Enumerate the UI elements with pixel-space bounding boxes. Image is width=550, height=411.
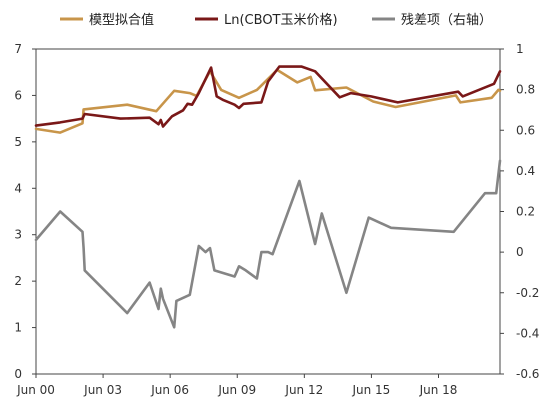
right-tick-label: -0.6 <box>516 367 539 381</box>
left-tick-label: 1 <box>14 321 22 335</box>
left-tick-label: 2 <box>14 274 22 288</box>
x-tick-label: Jun 15 <box>351 383 390 397</box>
right-axis: -0.6 -0.4 -0.2 0 0.2 0.4 0.6 0.8 1 <box>500 42 539 381</box>
left-tick-label: 6 <box>14 88 22 102</box>
left-tick-label: 0 <box>14 367 22 381</box>
x-tick-label: Jun 18 <box>419 383 458 397</box>
legend-label-fitted: 模型拟合值 <box>89 12 154 28</box>
left-tick-label: 4 <box>14 181 22 195</box>
legend-label-residual: 残差项（右轴） <box>401 13 492 28</box>
right-tick-label: 0.6 <box>516 123 535 137</box>
x-tick-label: Jun 00 <box>16 383 55 397</box>
series-layer <box>34 65 502 329</box>
right-tick-label: 0.2 <box>516 205 535 219</box>
left-tick-label: 5 <box>14 135 22 149</box>
legend: 模型拟合值 Ln(CBOT玉米价格) 残差项（右轴） <box>60 12 492 28</box>
series-fitted-line <box>34 68 502 134</box>
x-tick-label: Jun 09 <box>217 383 256 397</box>
x-tick-label: Jun 03 <box>83 383 122 397</box>
right-tick-label: 1 <box>516 42 524 56</box>
x-axis: Jun 00 Jun 03 Jun 06 Jun 09 Jun 12 Jun 15 Jun … <box>16 374 457 397</box>
right-tick-label: 0.4 <box>516 164 535 178</box>
left-tick-label: 7 <box>14 42 22 56</box>
right-tick-label: 0.8 <box>516 83 535 97</box>
x-tick-label: Jun 06 <box>150 383 189 397</box>
series-corn-price-line <box>34 65 502 128</box>
legend-label-corn-price: Ln(CBOT玉米价格) <box>224 12 338 28</box>
x-tick-label: Jun 12 <box>284 383 323 397</box>
right-tick-label: -0.2 <box>516 286 539 300</box>
right-tick-label: 0 <box>516 245 524 259</box>
right-tick-label: -0.4 <box>516 326 539 340</box>
left-tick-label: 3 <box>14 228 22 242</box>
series-residual-line <box>34 159 502 329</box>
left-axis: 0 1 2 3 4 5 6 7 <box>14 42 36 381</box>
